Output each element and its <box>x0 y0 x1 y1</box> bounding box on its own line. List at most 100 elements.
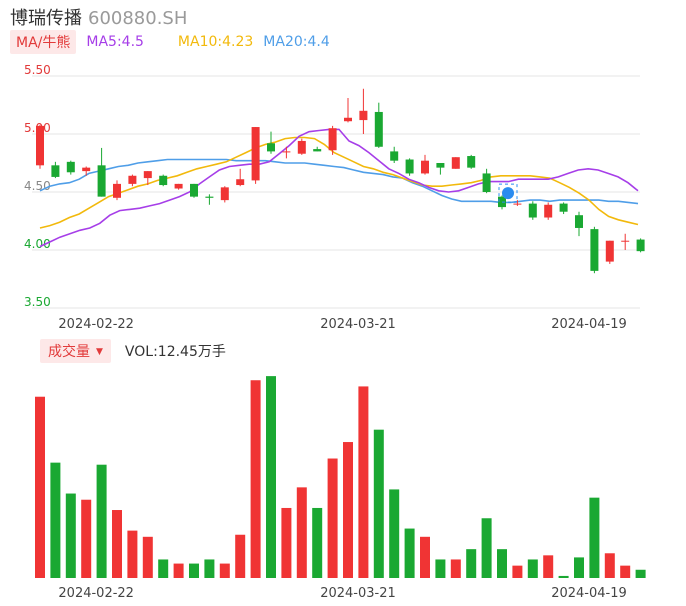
volume-bar <box>404 528 415 578</box>
volume-bar <box>96 464 107 578</box>
candle-body <box>297 140 306 154</box>
candle-body <box>359 110 368 121</box>
candle-body <box>513 203 522 205</box>
volume-bar <box>112 510 122 578</box>
volume-bar <box>343 442 353 578</box>
y-tick-label: 3.50 <box>24 295 51 309</box>
candle-body <box>451 157 460 169</box>
stock-code: 600880.SH <box>88 8 188 29</box>
ma10-line <box>39 136 639 229</box>
candle-body <box>66 161 75 173</box>
volume-bar <box>527 559 538 578</box>
volume-bar <box>420 536 430 578</box>
candle-body <box>128 175 137 184</box>
volume-bar <box>497 549 507 578</box>
volume-bar <box>312 507 323 578</box>
volume-bar <box>250 380 261 578</box>
volume-bar <box>604 553 615 578</box>
x-date-label: 2024-02-22 <box>58 317 134 332</box>
candle-body <box>97 165 106 197</box>
y-tick-label: 5.50 <box>24 63 51 77</box>
volume-bar <box>466 549 477 578</box>
volume-bar <box>373 429 384 578</box>
x-date-label: 2024-02-22 <box>58 586 134 601</box>
candle-body <box>82 167 91 172</box>
candle-body <box>220 187 229 201</box>
volume-bar <box>435 559 446 578</box>
volume-bar <box>481 518 492 578</box>
volume-bar <box>620 565 631 578</box>
candle-body <box>590 229 599 271</box>
candle-body <box>190 183 198 197</box>
candle-body <box>51 165 60 177</box>
candle-body <box>159 175 168 186</box>
candle-body <box>482 173 491 192</box>
volume-bar <box>142 536 153 578</box>
x-date-label: 2024-03-21 <box>320 317 396 332</box>
volume-bar <box>81 499 92 578</box>
volume-bar <box>589 497 600 578</box>
volume-bar <box>574 557 584 578</box>
y-tick-label: 4.00 <box>24 237 51 251</box>
candle-body <box>528 203 537 218</box>
candle-body <box>374 111 383 147</box>
volume-bar <box>558 575 569 578</box>
candle-body <box>174 183 183 189</box>
volume-bar <box>327 458 338 578</box>
candle-body <box>251 127 260 181</box>
candle-body <box>236 179 245 186</box>
stock-name: 博瑞传播 <box>10 8 82 29</box>
candle-body <box>636 239 645 252</box>
ma5-line <box>39 128 639 248</box>
candle-body <box>205 196 214 198</box>
candle-body <box>421 160 429 174</box>
candle-body <box>405 159 414 174</box>
volume-indicator-label: 成交量 <box>48 344 90 360</box>
candle-body <box>467 156 476 168</box>
volume-bar <box>389 489 400 578</box>
volume-bar <box>512 565 523 578</box>
candle-body <box>436 163 445 168</box>
ma10-label: MA10:4.23 <box>177 34 254 50</box>
volume-bar <box>50 462 61 578</box>
candle-body <box>605 240 614 262</box>
volume-bar <box>450 559 461 578</box>
volume-bar <box>189 563 199 578</box>
volume-bar <box>65 493 76 578</box>
candle-body <box>621 240 630 242</box>
ma20-label: MA20:4.4 <box>263 34 330 50</box>
volume-bar <box>35 396 45 578</box>
y-tick-label: 4.50 <box>24 179 51 193</box>
marker-frame <box>498 183 518 203</box>
volume-bar <box>235 534 246 578</box>
volume-bar <box>635 569 646 578</box>
candle-body <box>36 125 44 166</box>
volume-bar <box>266 376 276 578</box>
candle-body <box>559 203 568 212</box>
volume-bar <box>204 559 215 578</box>
volume-bar <box>296 487 307 578</box>
ma20-line <box>39 158 639 205</box>
ma-indicator-tag[interactable]: MA/牛熊 <box>10 30 77 54</box>
candle-body <box>575 215 583 228</box>
volume-bar <box>173 563 184 578</box>
volume-bar <box>219 563 230 578</box>
x-date-label: 2024-04-19 <box>551 317 627 332</box>
volume-indicator-tag[interactable]: 成交量 ▼ <box>40 339 111 363</box>
ma-legend: MA/牛熊 MA5:4.5 MA10:4.23 MA20:4.4 <box>10 30 330 54</box>
candle-body <box>267 143 275 152</box>
volume-bar <box>281 507 292 578</box>
candle-body <box>313 149 322 152</box>
x-date-label: 2024-03-21 <box>320 586 396 601</box>
volume-bar <box>127 530 138 578</box>
candle-body <box>328 128 337 151</box>
volume-legend: 成交量 ▼ VOL:12.45万手 <box>40 339 226 363</box>
marker-icon <box>502 187 514 200</box>
ma5-label: MA5:4.5 <box>86 34 144 50</box>
candle-body <box>282 151 291 153</box>
candle-body <box>390 151 399 161</box>
x-date-label: 2024-04-19 <box>551 586 627 601</box>
volume-bar <box>543 555 554 578</box>
volume-bar <box>158 559 169 578</box>
